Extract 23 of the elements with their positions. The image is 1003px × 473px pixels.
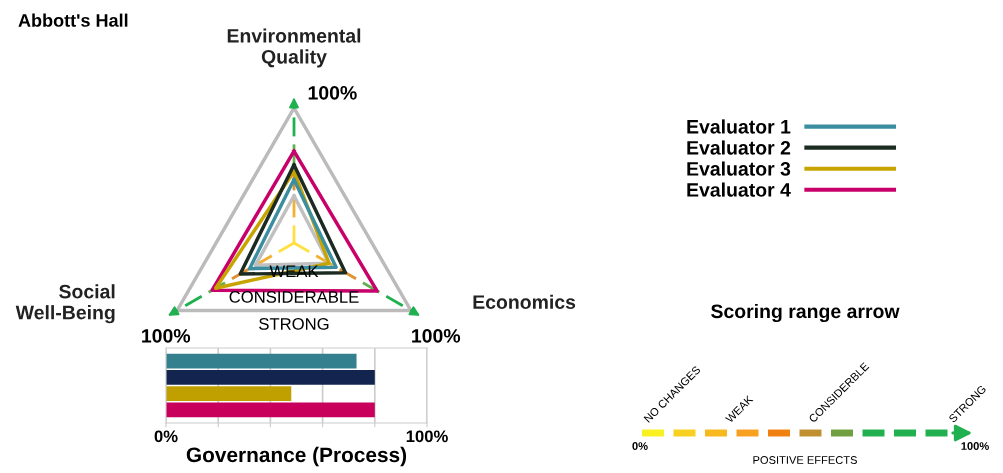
text: POSITIVE EFFECTS: [753, 456, 857, 464]
chart-title: Abbott's Hall: [18, 13, 128, 27]
text: 100%: [412, 328, 461, 343]
legend-label: Evaluator 4: [687, 182, 791, 197]
bar: [166, 353, 357, 369]
spoke-label: Environmental Quality: [227, 28, 361, 68]
text: WEAK: [269, 265, 319, 278]
bar: [166, 402, 375, 418]
text: STRONG: [259, 318, 329, 330]
text: 100%: [308, 85, 357, 100]
text: 100%: [961, 442, 989, 450]
x-axis-title: Governance (Process): [186, 446, 407, 467]
text: CONSIDERABLE: [229, 291, 359, 303]
text: Scoring range arrow: [711, 303, 900, 323]
spoke-label: Social Well-Being: [15, 284, 115, 324]
legend-label: Evaluator 2: [687, 140, 791, 155]
legend-label: Evaluator 1: [687, 119, 791, 134]
legend-label: Evaluator 3: [687, 161, 791, 176]
text: 100%: [142, 328, 191, 343]
spoke-label: Economics: [473, 294, 576, 309]
bar: [166, 386, 292, 401]
bar: [166, 370, 375, 385]
text: 0%: [632, 442, 648, 450]
